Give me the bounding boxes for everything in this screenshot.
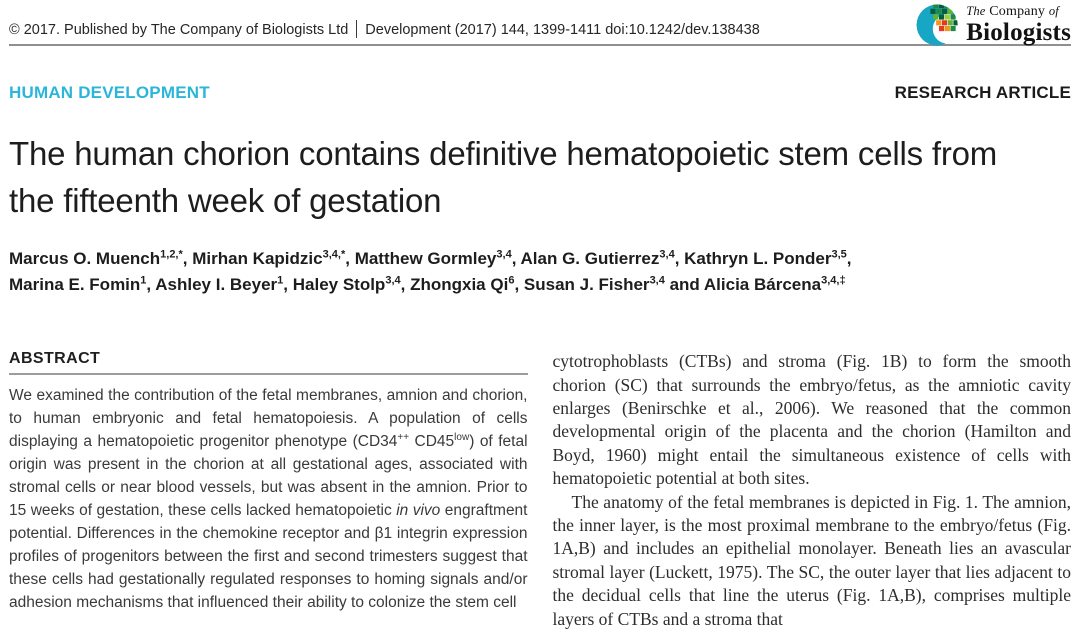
journal-logo: The Company of Biologists: [916, 2, 1071, 48]
body-columns: ABSTRACT We examined the contribution of…: [9, 350, 1071, 631]
abstract-heading: ABSTRACT: [9, 350, 101, 368]
intro-paragraph-2: The anatomy of the fetal membranes is de…: [552, 491, 1072, 629]
author-line-1: Marcus O. Muench1,2,*, Mirhan Kapidzic3,…: [9, 248, 852, 269]
logo-line-2: Biologists: [966, 19, 1071, 46]
company-of-biologists-mark-icon: [916, 4, 958, 46]
header-bar: © 2017. Published by The Company of Biol…: [9, 0, 1071, 46]
subject-label: HUMAN DEVELOPMENT: [9, 83, 210, 102]
logo-line-1: The Company of: [966, 4, 1059, 19]
intro-paragraph-1: cytotrophoblasts (CTBs) and stroma (Fig.…: [552, 351, 1072, 489]
header-citation-line: © 2017. Published by The Company of Biol…: [9, 20, 760, 38]
author-list: Marcus O. Muench1,2,*, Mirhan Kapidzic3,…: [9, 246, 1071, 298]
author-line-2: Marina E. Fomin1, Ashley I. Beyer1, Hale…: [9, 274, 846, 295]
abstract-rule: [9, 373, 528, 376]
citation-text: Development (2017) 144, 1399-1411 doi:10…: [365, 22, 760, 38]
logo-text: The Company of Biologists: [966, 4, 1071, 46]
abstract-column: ABSTRACT We examined the contribution of…: [9, 350, 528, 631]
separator-bar: [356, 20, 358, 38]
introduction-column: cytotrophoblasts (CTBs) and stroma (Fig.…: [553, 350, 1072, 631]
section-kicker-row: HUMAN DEVELOPMENT RESEARCH ARTICLE: [9, 83, 1071, 103]
article-title: The human chorion contains definitive he…: [9, 135, 998, 219]
article-type-label: RESEARCH ARTICLE: [894, 83, 1071, 102]
abstract-text: We examined the contribution of the feta…: [9, 387, 528, 612]
copyright-text: © 2017. Published by The Company of Biol…: [9, 22, 349, 38]
